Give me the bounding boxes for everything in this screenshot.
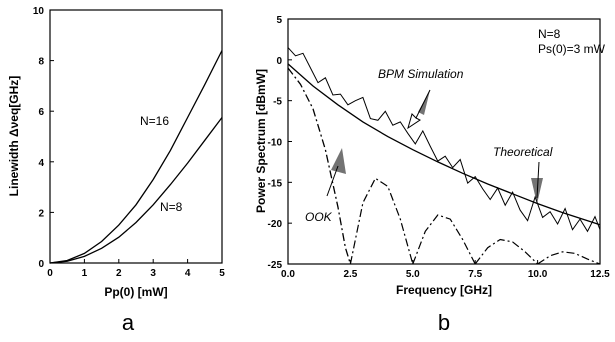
b-xtick-label: 12.5	[590, 269, 610, 280]
series-group-b	[287, 47, 601, 265]
b-xtick-label: 10.0	[528, 269, 548, 280]
series-label-n8: N=8	[160, 200, 183, 214]
b-ytick-label: -15	[268, 178, 283, 189]
b-xtick-label: 7.5	[468, 269, 482, 280]
b-series-ook-lobe	[474, 238, 539, 265]
arrow-bpm-icon	[407, 89, 431, 130]
b-series-ook-lobe	[349, 177, 414, 265]
panel-label-b: b	[438, 310, 450, 335]
a-ytick-label: 10	[33, 6, 45, 17]
annotation-bpm: BPM Simulation	[378, 67, 464, 81]
legend-ps: Ps(0)=3 mW	[538, 42, 606, 56]
a-series-n-16	[49, 50, 223, 264]
x-axis-label-a: Pp(0) [mW]	[104, 285, 167, 299]
arrow-theoretical-icon	[531, 161, 543, 204]
b-ytick-label: 0	[276, 56, 282, 67]
b-series-ook	[287, 67, 352, 265]
chart-panel-b: 0.0 2.5 5.0 7.5 10.0 12.5 5 0 -5 -10 -15 -20 -25 Pow…	[254, 15, 610, 335]
b-series-ook-lobe	[412, 214, 476, 265]
b-xtick-label: 0.0	[281, 269, 295, 280]
b-ytick-label: -5	[273, 97, 282, 108]
y-axis-label-a: Linewidth Δνeq[GHz]	[7, 76, 21, 197]
annotation-ook: OOK	[305, 210, 333, 224]
plot-frame-a	[49, 9, 223, 264]
a-ytick-label: 0	[38, 259, 44, 270]
b-series-theoretical	[287, 63, 601, 226]
axis-ticks-a: 0 1 2 3 4 5 0 2 4 6 8 10	[33, 6, 225, 279]
a-xtick-label: 1	[82, 268, 88, 279]
series-label-n16: N=16	[140, 114, 169, 128]
b-series-ook-lobe	[537, 251, 601, 265]
a-ytick-label: 4	[38, 158, 44, 169]
b-ytick-label: -10	[268, 138, 283, 149]
a-xtick-label: 4	[185, 268, 191, 279]
chart-panel-a: 0 1 2 3 4 5 0 2 4 6 8 10 Linewidth Δνeq[GHz] Pp(0) …	[7, 6, 225, 335]
b-ytick-label: 5	[276, 15, 282, 26]
a-xtick-label: 5	[219, 268, 225, 279]
a-xtick-label: 3	[150, 268, 156, 279]
x-axis-label-b: Frequency [GHz]	[396, 283, 492, 297]
b-xtick-label: 5.0	[406, 269, 420, 280]
a-ytick-label: 8	[38, 57, 44, 68]
legend-n: N=8	[538, 27, 561, 41]
axis-ticks-b: 0.0 2.5 5.0 7.5 10.0 12.5 5 0 -5 -10 -15 -20 -25	[268, 15, 611, 280]
a-xtick-label: 0	[47, 268, 53, 279]
a-xtick-label: 2	[116, 268, 122, 279]
panel-label-a: a	[122, 310, 135, 335]
b-ytick-label: -25	[268, 260, 283, 271]
b-ytick-label: -20	[268, 219, 283, 230]
a-series-n-8	[49, 117, 223, 264]
b-xtick-label: 2.5	[343, 269, 357, 280]
b-series-bpm-simulation	[287, 47, 601, 233]
arrow-ook-icon	[326, 148, 346, 197]
a-ytick-label: 6	[38, 107, 44, 118]
a-ytick-label: 2	[38, 208, 44, 219]
series-group-a	[49, 50, 223, 264]
y-axis-label-b: Power Spectrum [dBmW]	[254, 69, 268, 213]
annotation-theoretical: Theoretical	[493, 145, 553, 159]
